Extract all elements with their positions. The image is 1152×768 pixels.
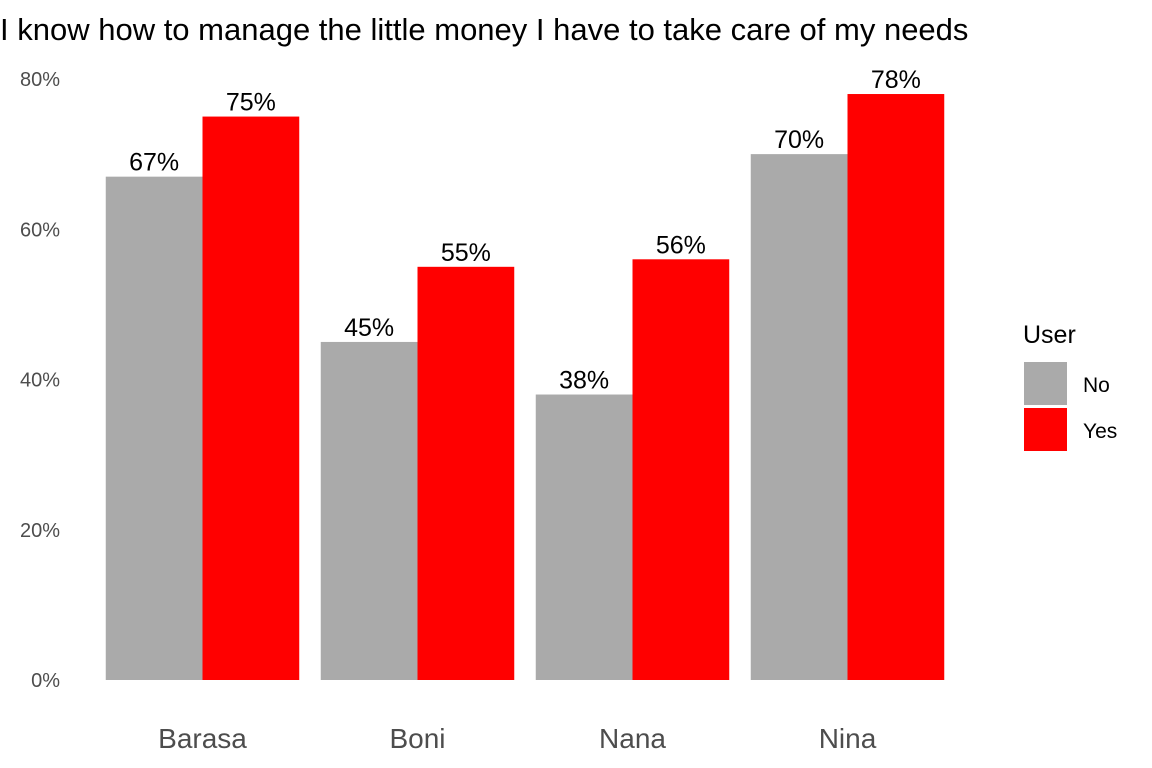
legend-label: No xyxy=(1083,374,1110,397)
legend-title: User xyxy=(1023,321,1076,349)
data-label: 67% xyxy=(129,149,179,177)
bar-nana-no xyxy=(535,394,633,680)
bar-barasa-yes xyxy=(202,116,300,680)
data-label: 55% xyxy=(441,239,491,267)
y-axis: 0% 20% 40% 60% 80% xyxy=(20,69,60,692)
plot-area: 67% 75% 45% 55% 38% 56% 70% 78% xyxy=(105,66,945,680)
bar-boni-no xyxy=(320,341,418,680)
data-label: 75% xyxy=(226,89,276,117)
bar-nana-yes xyxy=(632,259,730,680)
y-tick-label: 0% xyxy=(31,670,60,692)
legend-swatch-no xyxy=(1024,362,1067,405)
data-label: 78% xyxy=(871,66,921,94)
y-tick-label: 80% xyxy=(20,69,60,91)
x-tick-label: Nana xyxy=(599,723,666,754)
x-tick-label: Nina xyxy=(819,723,877,754)
legend-label: Yes xyxy=(1083,420,1117,443)
bar-barasa-no xyxy=(105,176,203,680)
x-tick-label: Barasa xyxy=(158,723,247,754)
y-tick-label: 40% xyxy=(20,370,60,392)
x-axis: Barasa Boni Nana Nina xyxy=(158,723,877,754)
bar-nina-no xyxy=(750,154,848,680)
bar-boni-yes xyxy=(417,266,515,680)
data-label: 38% xyxy=(559,367,609,395)
bar-nina-yes xyxy=(847,94,945,680)
legend: User No Yes xyxy=(1023,321,1117,451)
x-tick-label: Boni xyxy=(389,723,445,754)
chart-title: I know how to manage the little money I … xyxy=(0,12,968,47)
y-tick-label: 60% xyxy=(20,219,60,241)
data-label: 70% xyxy=(774,126,824,154)
data-label: 45% xyxy=(344,314,394,342)
legend-swatch-yes xyxy=(1024,408,1067,451)
data-label: 56% xyxy=(656,231,706,259)
y-tick-label: 20% xyxy=(20,520,60,542)
